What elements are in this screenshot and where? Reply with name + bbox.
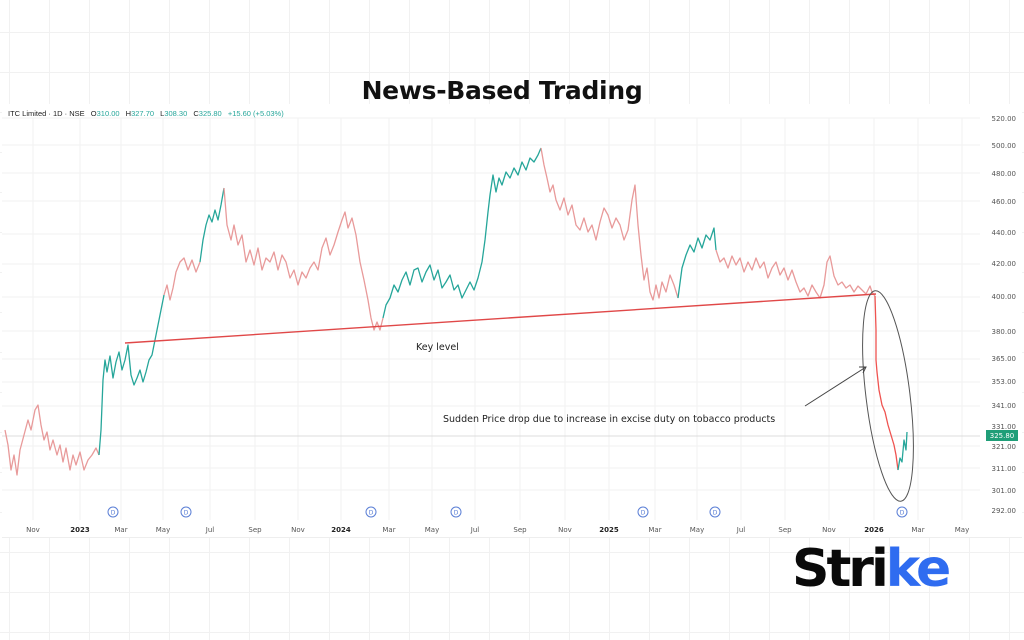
svg-text:May: May (690, 526, 704, 534)
svg-text:292.00: 292.00 (992, 507, 1017, 515)
svg-text:331.00: 331.00 (992, 423, 1017, 431)
svg-text:D: D (900, 510, 905, 517)
svg-text:2024: 2024 (331, 526, 351, 534)
annotation-arrow[interactable] (804, 366, 867, 407)
svg-text:420.00: 420.00 (992, 260, 1017, 268)
last-price-badge-text: 325.80 (990, 432, 1015, 440)
symbol-label: ITC Limited · 1D · NSE (8, 109, 85, 118)
svg-text:2023: 2023 (70, 526, 90, 534)
close-value: 325.80 (198, 109, 222, 118)
chart-panel (2, 104, 1022, 538)
svg-text:Jul: Jul (736, 526, 746, 534)
svg-text:Nov: Nov (26, 526, 40, 534)
svg-text:D: D (184, 510, 189, 517)
svg-text:D: D (713, 510, 718, 517)
low-value: 308.30 (164, 109, 188, 118)
svg-text:Sep: Sep (513, 526, 527, 534)
dividend-marker (896, 506, 908, 518)
strike-logo: Strike (792, 539, 951, 599)
svg-text:520.00: 520.00 (992, 115, 1017, 123)
dividend-marker (180, 506, 192, 518)
svg-text:May: May (156, 526, 170, 534)
svg-text:D: D (641, 510, 646, 517)
svg-text:341.00: 341.00 (992, 402, 1017, 410)
svg-text:Nov: Nov (558, 526, 572, 534)
dividend-marker (107, 506, 119, 518)
dividend-marker (365, 506, 377, 518)
ohlc-legend: ITC Limited · 1D · NSE O310.00 H327.70 L… (8, 109, 284, 118)
key-level-line[interactable] (124, 293, 877, 344)
logo-accent: ke (885, 539, 951, 599)
dividend-markers (107, 506, 908, 518)
svg-text:Nov: Nov (822, 526, 836, 534)
drop-highlight-ellipse[interactable] (853, 288, 923, 504)
svg-text:311.00: 311.00 (992, 465, 1017, 473)
svg-text:May: May (955, 526, 969, 534)
svg-text:500.00: 500.00 (992, 142, 1017, 150)
high-value: 327.70 (131, 109, 155, 118)
svg-text:Mar: Mar (648, 526, 661, 534)
svg-text:480.00: 480.00 (992, 170, 1017, 178)
svg-text:2025: 2025 (599, 526, 619, 534)
svg-text:D: D (454, 510, 459, 517)
svg-text:Jul: Jul (205, 526, 215, 534)
svg-text:May: May (425, 526, 439, 534)
svg-text:Mar: Mar (911, 526, 924, 534)
svg-text:D: D (369, 510, 374, 517)
open-value: 310.00 (96, 109, 120, 118)
chart-gridlines (2, 117, 980, 520)
svg-text:380.00: 380.00 (992, 328, 1017, 336)
svg-text:321.00: 321.00 (992, 443, 1017, 451)
price-drop-annotation: Sudden Price drop due to increase in exc… (443, 414, 776, 425)
key-level-label: Key level (416, 342, 459, 353)
svg-text:460.00: 460.00 (992, 198, 1017, 206)
svg-text:353.00: 353.00 (992, 378, 1017, 386)
svg-text:440.00: 440.00 (992, 229, 1017, 237)
svg-text:Mar: Mar (114, 526, 127, 534)
svg-text:Jul: Jul (470, 526, 480, 534)
price-series (4, 147, 908, 476)
page-title: News-Based Trading (361, 76, 643, 105)
svg-text:Sep: Sep (248, 526, 262, 534)
svg-text:301.00: 301.00 (992, 487, 1017, 495)
svg-text:Nov: Nov (291, 526, 305, 534)
change-value: +15.60 (+5.03%) (227, 109, 284, 118)
y-axis: 520.00 500.00 480.00 460.00 440.00 420.0… (992, 115, 1017, 515)
x-axis: Nov 2023 Mar May Jul Sep Nov 2024 Mar Ma… (26, 526, 969, 534)
svg-text:365.00: 365.00 (992, 355, 1017, 363)
svg-text:Sep: Sep (778, 526, 792, 534)
svg-text:Mar: Mar (382, 526, 395, 534)
last-price-badge (986, 430, 1018, 441)
dividend-marker (450, 506, 462, 518)
dividend-marker (637, 506, 649, 518)
dividend-marker (709, 506, 721, 518)
svg-text:400.00: 400.00 (992, 293, 1017, 301)
svg-text:2026: 2026 (864, 526, 884, 534)
svg-text:D: D (111, 510, 116, 517)
